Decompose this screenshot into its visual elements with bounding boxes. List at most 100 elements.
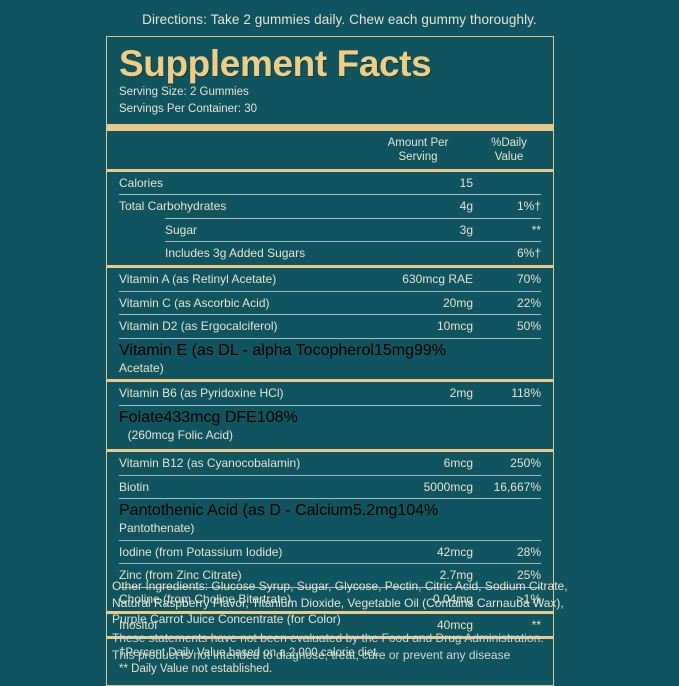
divider-gold-macros-vitamins bbox=[107, 265, 553, 269]
table-row: Folate 433mcg DFE 108% (260mcg Folic Aci… bbox=[119, 406, 541, 450]
nutrient-amount: 630mcg RAE bbox=[402, 272, 473, 287]
table-row: Biotin 5000mcg 16,667% bbox=[119, 476, 541, 499]
nutrient-dv: 16,667% bbox=[493, 479, 541, 494]
nutrient-dv: 50% bbox=[516, 319, 541, 334]
row-divider bbox=[119, 563, 541, 565]
row-divider bbox=[119, 290, 541, 292]
nutrient-dv: 118% bbox=[511, 386, 541, 401]
nutrient-amount: 2.7mg bbox=[439, 568, 473, 583]
vitamins-group3-section: Vitamin B12 (as Cyanocobalamin) 6mcg 250… bbox=[107, 452, 553, 610]
row-divider bbox=[119, 539, 541, 541]
header-amount-per-serving: Amount Per Serving bbox=[359, 136, 477, 165]
nutrient-amount-continued: (260mcg Folic Acid) bbox=[127, 427, 233, 442]
header-amount-line1: Amount Per bbox=[387, 137, 449, 150]
nutrient-name-continued: Acetate) bbox=[119, 360, 164, 375]
nutrient-amount: 6mcg bbox=[443, 456, 473, 471]
divider-gold-before-inositol bbox=[107, 610, 553, 614]
nutrient-dv: 250% bbox=[510, 456, 541, 471]
nutrient-dv: 108% bbox=[256, 408, 298, 426]
nutrient-dv: 6%† bbox=[516, 246, 541, 261]
other-nutrients-section: Inositol 40mcg ** bbox=[107, 614, 553, 637]
footnote-double-star: ** Daily Value not established. bbox=[119, 663, 273, 676]
row-divider bbox=[119, 498, 541, 500]
table-row: Choline (from Choline Bitartrate) 0.04mg… bbox=[119, 588, 541, 611]
nutrient-amount: 20mg bbox=[442, 295, 473, 310]
nutrient-name: Zinc (from Zinc Citrate) bbox=[119, 568, 242, 583]
header-dv-line1: %Daily bbox=[491, 137, 527, 150]
other-ingredients-text: Other Ingredients: Glucose Syrup, Sugar,… bbox=[112, 579, 568, 627]
vitamins-group1-section: Vitamin A (as Retinyl Acetate) 630mcg RA… bbox=[107, 268, 553, 379]
disclaimer-line-1: These statements have not been evaluated… bbox=[112, 631, 544, 645]
nutrient-dv: >1% bbox=[516, 592, 541, 607]
header-amount-line2: Serving bbox=[398, 151, 438, 164]
table-row: Vitamin B12 (as Cyanocobalamin) 6mcg 250… bbox=[119, 452, 541, 475]
table-row: Calories 15 bbox=[119, 172, 541, 195]
nutrient-name-continued: Pantothenate) bbox=[119, 521, 195, 536]
table-row: Pantothenic Acid (as D - Calcium 5.2mg 1… bbox=[119, 499, 541, 540]
row-divider bbox=[119, 337, 541, 339]
row-divider bbox=[119, 474, 541, 476]
nutrient-name: Iodine (from Potassium Iodide) bbox=[119, 544, 283, 559]
row-divider bbox=[119, 404, 541, 406]
nutrient-dv: ** bbox=[531, 617, 541, 632]
column-headers: Amount Per Serving %Daily Value bbox=[119, 131, 541, 169]
directions-text: Directions: Take 2 gummies daily. Chew e… bbox=[142, 12, 537, 27]
table-row: Vitamin D2 (as Ergocalciferol) 10mcg 50% bbox=[119, 315, 541, 338]
column-header-region: Amount Per Serving %Daily Value bbox=[107, 131, 553, 169]
nutrient-name: Biotin bbox=[119, 479, 150, 494]
header-dv-line2: Value bbox=[494, 151, 524, 164]
servings-per-container: Servings Per Container: 30 bbox=[119, 102, 258, 115]
title-block: Supplement Facts Serving Size: 2 Gummies… bbox=[107, 37, 553, 124]
nutrient-name: Vitamin B12 (as Cyanocobalamin) bbox=[119, 456, 301, 471]
nutrient-amount: 15mg bbox=[373, 341, 414, 359]
nutrient-name: Vitamin E (as DL - alpha Tocopherol bbox=[119, 341, 374, 359]
page-title: Supplement Facts bbox=[119, 43, 432, 84]
nutrient-amount: 5.2mg bbox=[352, 502, 398, 520]
table-row: Vitamin E (as DL - alpha Tocopherol 15mg… bbox=[119, 339, 541, 380]
row-divider bbox=[119, 587, 541, 589]
table-row: Vitamin C (as Ascorbic Acid) 20mg 22% bbox=[119, 292, 541, 315]
nutrient-dv: 22% bbox=[516, 295, 541, 310]
nutrient-amount: 5000mcg bbox=[423, 479, 473, 494]
nutrient-dv: 99% bbox=[413, 341, 447, 359]
nutrient-name: Inositol bbox=[119, 617, 158, 632]
supplement-facts-panel: Supplement Facts Serving Size: 2 Gummies… bbox=[106, 36, 554, 686]
footnotes-section: †Percent Daily Value based on a 2,000 ca… bbox=[107, 639, 553, 685]
nutrient-amount: 0.04mg bbox=[432, 592, 473, 607]
table-row: Iodine (from Potassium Iodide) 42mcg 28% bbox=[119, 541, 541, 564]
nutrient-dv: 104% bbox=[397, 502, 439, 520]
nutrient-amount: 42mcg bbox=[436, 544, 473, 559]
divider-gold-group1-group2 bbox=[107, 379, 553, 383]
nutrient-name: Vitamin B6 (as Pyridoxine HCl) bbox=[119, 386, 284, 401]
table-row: Inositol 40mcg ** bbox=[119, 614, 541, 637]
nutrient-name: Calories bbox=[119, 175, 164, 190]
serving-size: Serving Size: 2 Gummies bbox=[119, 85, 249, 98]
divider-gold-under-headers bbox=[107, 168, 553, 172]
nutrient-amount: 433mcg DFE bbox=[163, 408, 257, 426]
nutrient-name: Vitamin A (as Retinyl Acetate) bbox=[119, 272, 277, 287]
table-row: Vitamin A (as Retinyl Acetate) 630mcg RA… bbox=[119, 268, 541, 291]
disclaimer-line-2: This product is not intended to diagnose… bbox=[112, 648, 511, 663]
nutrient-dv: 1%† bbox=[516, 199, 541, 214]
table-row: Total Carbohydrates 4g 1%† bbox=[119, 195, 541, 218]
nutrient-amount: 4g bbox=[459, 199, 473, 214]
nutrient-name: Sugar bbox=[165, 222, 198, 237]
nutrient-amount: 15 bbox=[459, 175, 473, 190]
nutrient-name: Includes 3g Added Sugars bbox=[165, 246, 306, 261]
vitamins-group2-section: Vitamin B6 (as Pyridoxine HCl) 2mg 118% … bbox=[107, 382, 553, 449]
nutrient-dv: 70% bbox=[516, 272, 541, 287]
row-divider bbox=[165, 217, 541, 219]
table-row: Sugar 3g ** bbox=[119, 219, 541, 242]
nutrient-amount: 40mcg bbox=[436, 617, 473, 632]
header-spacer bbox=[119, 136, 359, 165]
nutrient-name: Vitamin D2 (as Ergocalciferol) bbox=[119, 319, 278, 334]
macros-section: Calories 15 Total Carbohydrates 4g 1%† S… bbox=[107, 172, 553, 265]
nutrient-amount: 2mg bbox=[449, 386, 473, 401]
table-row: Includes 3g Added Sugars 6%† bbox=[119, 242, 541, 265]
footnote-dagger: †Percent Daily Value based on a 2,000 ca… bbox=[119, 647, 380, 660]
row-divider bbox=[165, 241, 541, 243]
divider-gold-before-footnotes bbox=[107, 636, 553, 640]
header-daily-value: %Daily Value bbox=[477, 136, 541, 165]
divider-thick-top bbox=[107, 124, 553, 132]
